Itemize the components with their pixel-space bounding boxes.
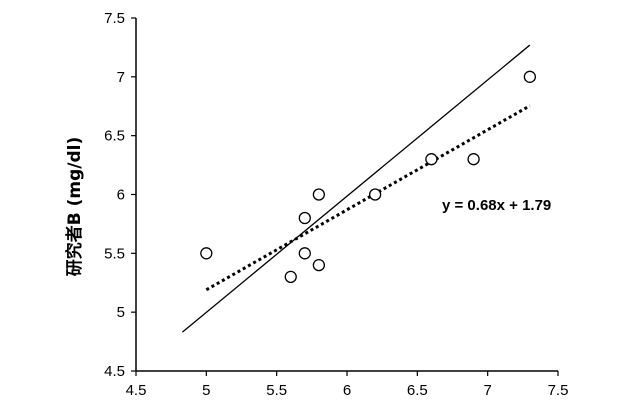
data-point [298,247,311,260]
identity-line [182,44,531,333]
data-point [425,153,438,166]
data-point [200,247,213,260]
data-point [523,70,537,83]
data-point [298,211,311,225]
y-axis-title: 研究者B (mg/dl) [64,137,85,277]
x-tick-label: 6 [343,382,351,399]
x-tick-label: 5 [202,382,210,399]
data-point [368,188,382,201]
y-tick-label: 6 [117,187,125,204]
data-point [284,270,297,284]
data-point [312,188,326,201]
x-tick-label: 7 [483,382,491,399]
y-tick-label: 6.5 [104,128,125,145]
x-tick-label: 4.5 [126,382,147,399]
x-tick-label: 5.5 [266,382,287,399]
ticks: 4.5 5 5.5 6 6.5 7 7.5 4.5 5 5.5 6 6.5 7 7.5 [104,10,568,399]
x-tick-label: 7.5 [548,382,569,399]
x-tick-label: 6.5 [407,382,428,399]
trend-line [205,104,531,292]
y-tick-label: 4.5 [104,363,125,380]
y-tick-label: 5 [117,304,125,321]
data-points [200,70,537,284]
regression-equation-label: y = 0.68x + 1.79 [442,197,551,214]
data-point [312,258,326,272]
data-point [467,153,480,166]
y-tick-label: 7 [117,69,125,86]
fit-lines [182,44,531,333]
y-tick-label: 7.5 [104,10,125,27]
y-tick-label: 5.5 [104,245,125,262]
